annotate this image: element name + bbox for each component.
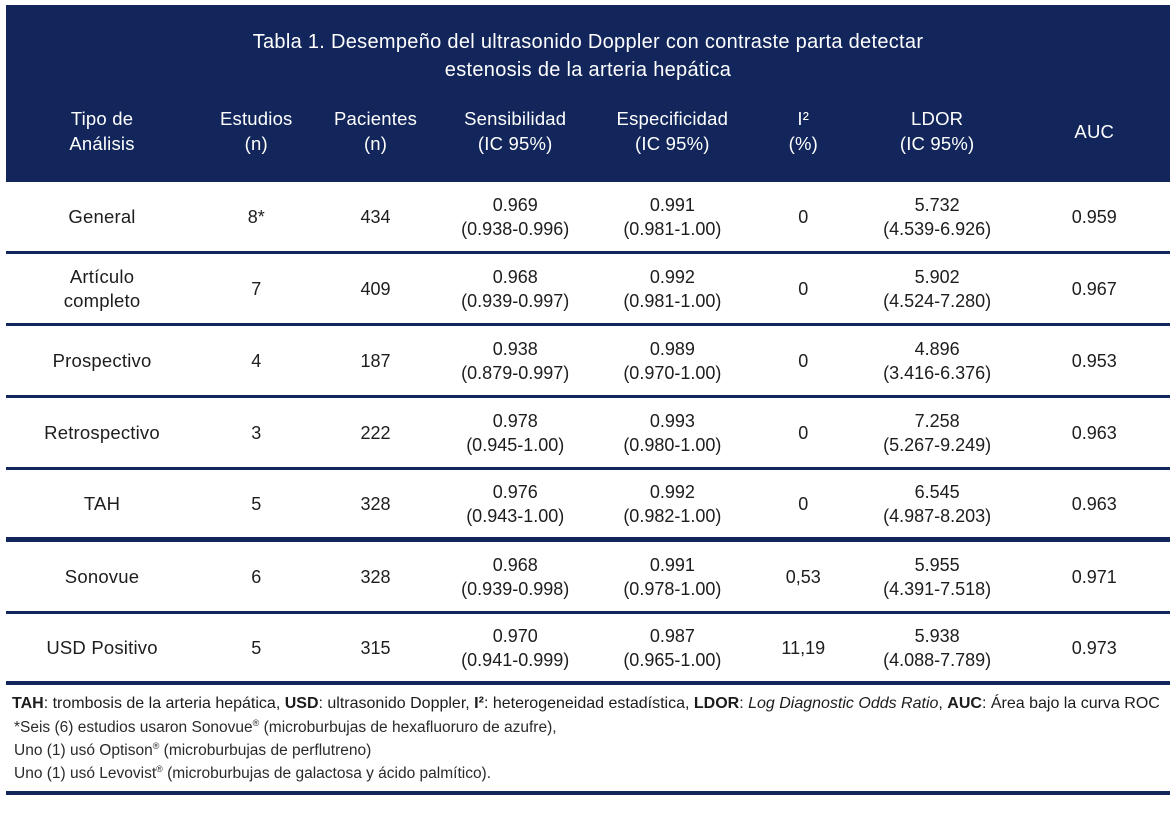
table-title-line-1: Tabla 1. Desempeño del ultrasonido Doppl…: [252, 31, 924, 53]
cell-sensibilidad: 0.938 (0.879-0.997): [461, 338, 570, 383]
cell-estudios: 5: [251, 493, 262, 514]
table-title-line-2: estenosis de la arteria hepática: [444, 59, 732, 81]
cell-sensibilidad: 0.978 (0.945-1.00): [466, 410, 565, 455]
cell-i2: 0: [798, 206, 809, 227]
cell-auc: 0.959: [1071, 206, 1117, 227]
cell-estudios: 8*: [247, 206, 265, 227]
cell-pacientes: 187: [360, 350, 391, 371]
cell-sensibilidad: 0.968 (0.939-0.997): [461, 266, 570, 311]
table-figure: Tabla 1. Desempeño del ultrasonido Doppl…: [6, 5, 1170, 795]
asterisk-note-sonovue: *Seis (6) estudios usaron Sonovue® (micr…: [14, 717, 557, 736]
cell-ldor: 5.955 (4.391-7.518): [883, 554, 992, 599]
abbreviations-note: TAH: trombosis de la arteria hepática, U…: [12, 695, 1160, 712]
cell-auc: 0.953: [1071, 350, 1117, 371]
table-row-articulo-completo: Artículo completo 7 409 0.968 (0.939-0.997…: [6, 254, 1170, 326]
column-header-ldor: LDOR (IC 95%): [899, 108, 975, 154]
cell-especificidad: 0.992 (0.982-1.00): [623, 481, 722, 526]
cell-auc: 0.971: [1071, 566, 1117, 587]
cell-pacientes: 328: [360, 566, 391, 587]
cell-estudios: 5: [251, 637, 262, 658]
cell-pacientes: 315: [360, 637, 391, 658]
cell-sensibilidad: 0.969 (0.938-0.996): [461, 194, 570, 239]
column-header-tipo-de-analisis: Tipo de Análisis: [69, 108, 135, 154]
cell-i2: 0,53: [785, 566, 821, 587]
cell-pacientes: 409: [360, 278, 391, 299]
cell-i2: 0: [798, 422, 809, 443]
asterisk-note-optison: Uno (1) usó Optison® (microburbujas de p…: [14, 740, 372, 759]
cell-ldor: 4.896 (3.416-6.376): [883, 338, 992, 383]
cell-tipo-analisis: USD Positivo: [46, 636, 158, 658]
cell-i2: 0: [798, 493, 809, 514]
cell-pacientes: 434: [360, 206, 391, 227]
cell-estudios: 7: [251, 278, 262, 299]
column-header-pacientes: Pacientes (n): [334, 108, 418, 154]
cell-tipo-analisis: Artículo completo: [63, 265, 141, 311]
cell-especificidad: 0.991 (0.981-1.00): [623, 194, 722, 239]
cell-especificidad: 0.992 (0.981-1.00): [623, 266, 722, 311]
cell-tipo-analisis: Retrospectivo: [44, 421, 160, 443]
cell-estudios: 3: [251, 422, 262, 443]
cell-pacientes: 222: [360, 422, 391, 443]
cell-i2: 0: [798, 350, 809, 371]
cell-especificidad: 0.993 (0.980-1.00): [623, 410, 722, 455]
column-header-i2: I² (%): [788, 108, 818, 154]
column-header-estudios: Estudios (n): [219, 108, 293, 154]
cell-auc: 0.963: [1071, 422, 1117, 443]
cell-ldor: 5.902 (4.524-7.280): [883, 266, 992, 311]
cell-sensibilidad: 0.970 (0.941-0.999): [461, 625, 570, 670]
cell-pacientes: 328: [360, 493, 391, 514]
table-row-sonovue: Sonovue 6 328 0.968 (0.939-0.998) 0.991 (0…: [6, 542, 1170, 614]
table-footnotes: TAH: trombosis de la arteria hepática, U…: [6, 685, 1170, 795]
column-header-sensibilidad: Sensibilidad (IC 95%): [464, 108, 567, 154]
cell-estudios: 6: [251, 566, 262, 587]
cell-tipo-analisis: TAH: [83, 492, 121, 514]
cell-tipo-analisis: Sonovue: [64, 565, 140, 587]
table-row-retrospectivo: Retrospectivo 3 222 0.978 (0.945-1.00) 0.…: [6, 398, 1170, 470]
cell-especificidad: 0.991 (0.978-1.00): [623, 554, 722, 599]
cell-ldor: 5.732 (4.539-6.926): [883, 194, 992, 239]
cell-i2: 0: [798, 278, 809, 299]
table-row-prospectivo: Prospectivo 4 187 0.938 (0.879-0.997) 0.9…: [6, 326, 1170, 398]
cell-ldor: 5.938 (4.088-7.789): [883, 625, 992, 670]
cell-especificidad: 0.989 (0.970-1.00): [623, 338, 722, 383]
cell-sensibilidad: 0.976 (0.943-1.00): [466, 481, 565, 526]
asterisk-note-levovist: Uno (1) usó Levovist® (microburbujas de …: [14, 763, 492, 782]
table-row-tah: TAH 5 328 0.976 (0.943-1.00) 0.992 (0.982-…: [6, 470, 1170, 542]
cell-sensibilidad: 0.968 (0.939-0.998): [461, 554, 570, 599]
cell-ldor: 6.545 (4.987-8.203): [883, 481, 992, 526]
table-row-usd-positivo: USD Positivo 5 315 0.970 (0.941-0.999) 0.…: [6, 614, 1170, 685]
cell-auc: 0.967: [1071, 278, 1117, 299]
cell-i2: 11,19: [781, 637, 826, 658]
table-header: Tabla 1. Desempeño del ultrasonido Doppl…: [6, 5, 1170, 182]
cell-especificidad: 0.987 (0.965-1.00): [623, 625, 722, 670]
table-row-general: General 8* 434 0.969 (0.938-0.996) 0.991(…: [6, 182, 1170, 254]
column-header-especificidad: Especificidad (IC 95%): [616, 108, 729, 154]
column-header-auc: AUC: [1074, 120, 1115, 142]
cell-ldor: 7.258 (5.267-9.249): [883, 410, 992, 455]
cell-tipo-analisis: General: [68, 205, 136, 227]
cell-tipo-analisis: Prospectivo: [52, 349, 152, 371]
cell-estudios: 4: [251, 350, 262, 371]
cell-auc: 0.973: [1071, 637, 1117, 658]
column-header-row: Tipo de Análisis Estudios (n) Pacientes (n)…: [6, 101, 1170, 161]
cell-auc: 0.963: [1071, 493, 1117, 514]
